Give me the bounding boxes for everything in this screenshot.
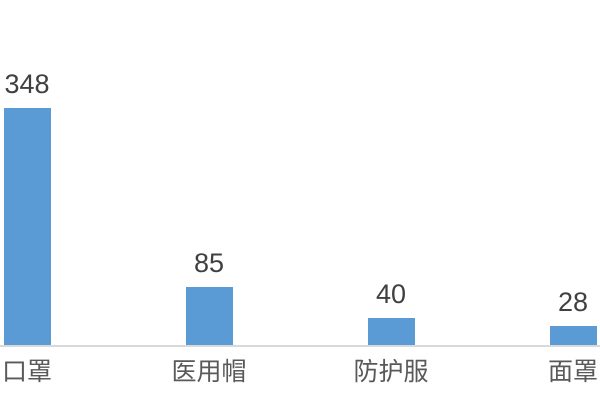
- bar-3: [550, 326, 597, 345]
- category-label-0: 口罩: [1, 358, 52, 386]
- value-label-3: 28: [557, 287, 589, 317]
- x-axis-line: [0, 345, 600, 347]
- value-label-2: 40: [375, 279, 407, 309]
- category-label-3: 面罩: [547, 358, 598, 386]
- bar-2: [368, 318, 415, 345]
- category-label-1: 医用帽: [171, 358, 247, 386]
- value-label-1: 85: [193, 248, 225, 278]
- value-label-0: 348: [4, 69, 50, 99]
- category-label-2: 防护服: [353, 358, 429, 386]
- bar-0: [4, 108, 51, 345]
- bar-1: [186, 287, 233, 345]
